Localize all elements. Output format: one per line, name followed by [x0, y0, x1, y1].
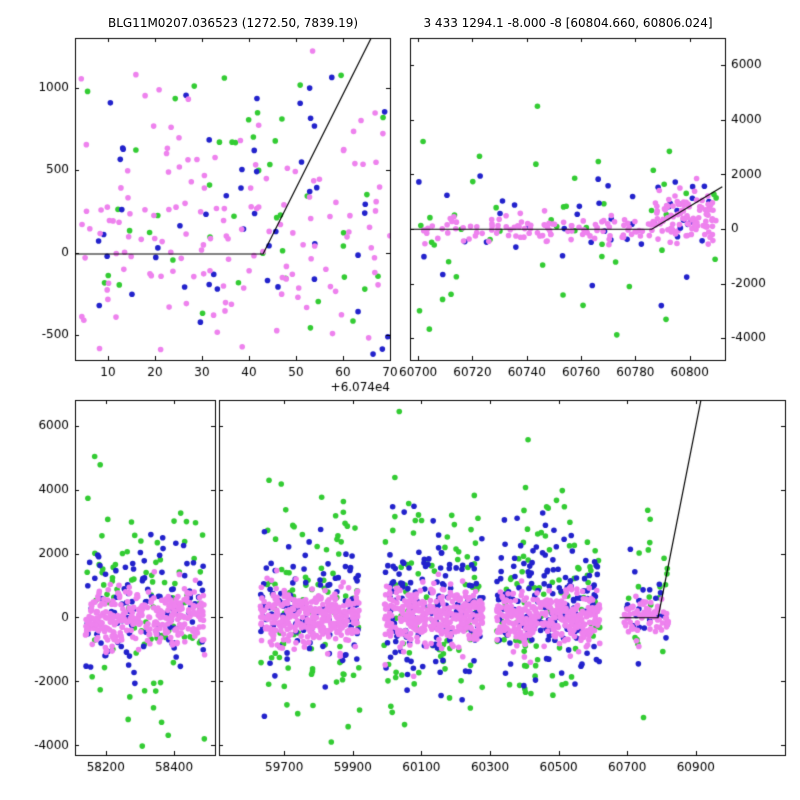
- panel2-title: 3 433 1294.1 -8.000 -8 [60804.660, 60806…: [423, 16, 713, 30]
- panel1-title: BLG11M0207.036523 (1272.50, 7839.19): [107, 16, 359, 30]
